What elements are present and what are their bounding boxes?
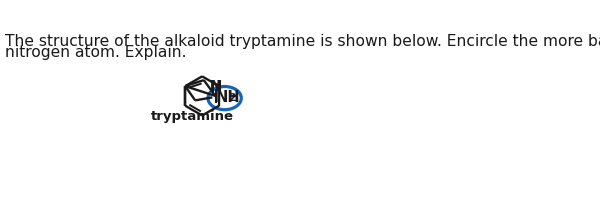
Text: nitrogen atom. Explain.: nitrogen atom. Explain. [5, 45, 187, 60]
Text: tryptamine: tryptamine [151, 110, 233, 123]
Text: NH: NH [216, 90, 241, 105]
Text: The structure of the alkaloid tryptamine is shown below. Encircle the more basic: The structure of the alkaloid tryptamine… [5, 34, 600, 49]
Text: N: N [209, 80, 221, 95]
Text: 2: 2 [229, 94, 236, 103]
Text: H: H [210, 79, 221, 92]
